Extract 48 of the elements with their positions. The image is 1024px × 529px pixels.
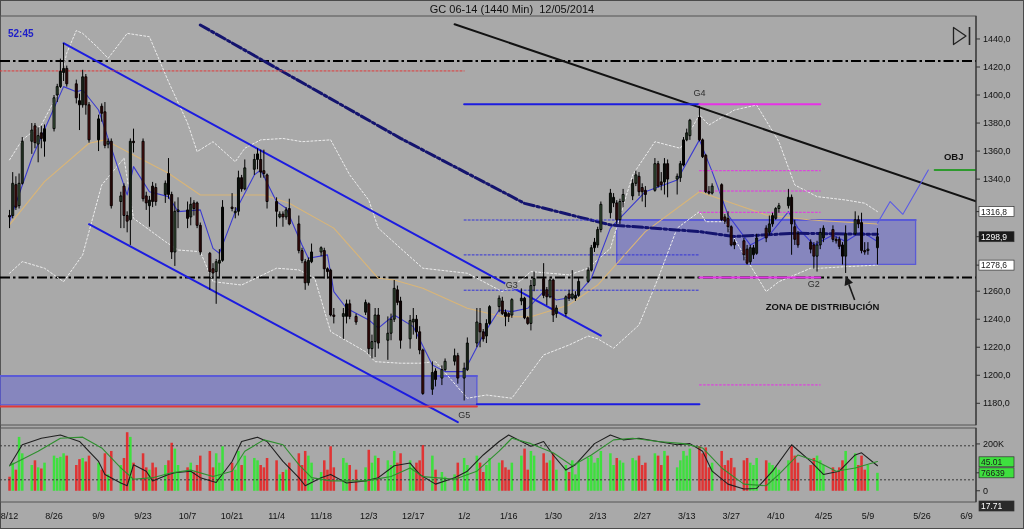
x-tick-label: 10/21 — [220, 511, 244, 521]
annotation: G5 — [458, 410, 471, 421]
y-tick-label: 1440,0 — [983, 33, 1011, 44]
x-tick-label: 11/18 — [310, 511, 333, 521]
y-tick-label: 1340,0 — [983, 174, 1011, 185]
y-tick-label: 200K — [983, 438, 1005, 449]
x-tick-label: 12/3 — [360, 511, 378, 521]
x-tick-label: 8/12 — [0, 511, 19, 521]
x-tick-label: 1/16 — [499, 511, 518, 521]
y-tick-label: 1200,0 — [983, 370, 1011, 381]
annotation: G2 — [807, 278, 820, 289]
y-tick-label: 1360,0 — [983, 146, 1011, 157]
annotation: OBJ — [943, 151, 964, 163]
chart-title: GC 06-14 (1440 Min) 12/05/2014 — [429, 2, 595, 15]
text: 17.71 — [981, 501, 1003, 511]
text: 45.01 — [981, 456, 1003, 467]
x-tick-label: 4/10 — [766, 511, 785, 521]
x-tick-label: 12/17 — [402, 511, 425, 521]
x-tick-label: 1/2 — [457, 511, 471, 521]
x-tick-label: 1/30 — [544, 511, 562, 521]
y-tick-label: 76639 — [981, 467, 1005, 478]
y-tick-label: 1400,0 — [983, 90, 1011, 101]
y-tick-label: 0 — [983, 485, 989, 496]
x-tick-label: 5/26 — [913, 511, 931, 521]
y-tick-label: 1380,0 — [983, 118, 1011, 129]
x-tick-label: 9/9 — [92, 511, 105, 521]
x-tick-label: 5/9 — [861, 511, 875, 521]
x-tick-label: 11/4 — [268, 511, 286, 521]
y-tick-label: 1316,8 — [981, 206, 1008, 217]
y-tick-label: 1220,0 — [983, 342, 1011, 353]
y-tick-label: 1180,0 — [983, 398, 1010, 409]
x-tick-label: 10/7 — [178, 511, 197, 521]
x-tick-label: 3/27 — [722, 511, 740, 521]
annotation: ZONA DE DISTRIBUCIÓN — [765, 301, 880, 313]
y-tick-label: 1278,6 — [981, 260, 1008, 271]
x-tick-label: 2/27 — [633, 511, 651, 521]
annotation: 52:45 — [8, 27, 35, 39]
x-tick-label: 3/13 — [677, 511, 696, 521]
y-tick-label: 1260,0 — [983, 286, 1011, 297]
x-tick-label: 4/25 — [814, 511, 833, 521]
x-tick-label: 6/9 — [960, 511, 973, 521]
x-tick-label: 8/26 — [45, 511, 63, 521]
x-tick-label: 2/13 — [588, 511, 607, 521]
x-tick-label: 9/23 — [134, 511, 152, 521]
y-tick-label: 1240,0 — [983, 314, 1011, 325]
y-tick-label: 1420,0 — [983, 62, 1011, 72]
annotation: G4 — [693, 88, 706, 99]
y-tick-label: 1298,9 — [981, 231, 1008, 242]
